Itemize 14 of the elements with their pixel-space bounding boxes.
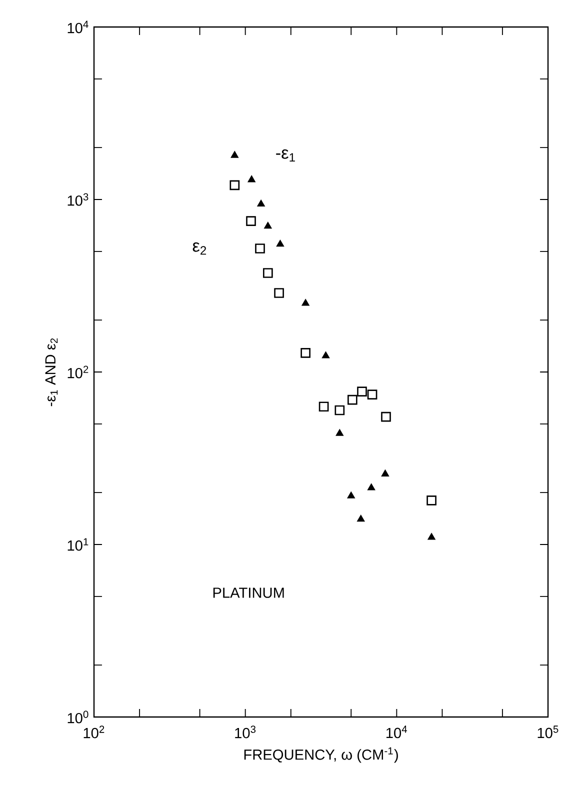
y-tick-label: 10$^{1}$ [68,538,88,551]
x-tick-label: 10$^{3}$ [235,726,256,738]
y-tick-label: 10$^{3}$ [68,193,88,206]
x-axis-title: FREQUENCY, ω (CM$^{-1}$) [244,747,398,763]
y-axis-title: -ε$_{1}$ AND ε$_{2}$ [45,338,58,406]
y-tick-label: 10$^{4}$ [68,20,88,34]
x-tick-label: 10$^{4}$ [386,726,408,738]
x-tick-label: 10$^{5}$ [538,726,558,738]
y-tick-label: 10$^{0}$ [68,710,88,724]
text: ε$_{2}$ [192,242,206,255]
x-tick-label: 10$^{2}$ [84,726,104,738]
annotation: PLATINUM [213,588,284,598]
series-label: -ε$_{1}$ [276,149,295,162]
y-tick-label: 10$^{2}$ [68,366,88,378]
